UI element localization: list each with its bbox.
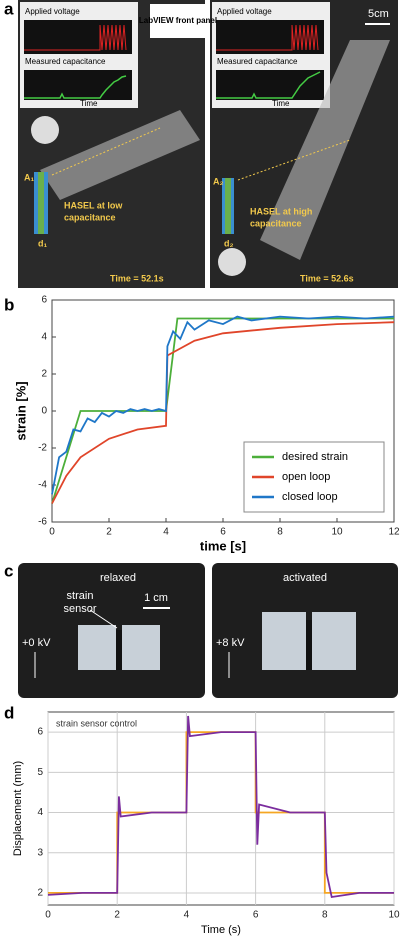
label: A₁ [24, 172, 34, 182]
y-tick-label: -6 [38, 517, 47, 528]
x-axis-label: Time (s) [201, 924, 241, 936]
x-tick-label: 0 [49, 527, 55, 538]
legend-label: desired strain [282, 451, 348, 463]
label: sensor [63, 603, 96, 615]
panel-label: a [4, 0, 14, 18]
y-tick-label: 6 [41, 295, 47, 306]
panel-label: c [4, 561, 13, 580]
series-line [47, 715, 394, 899]
label: strain [67, 590, 94, 602]
x-tick-label: 0 [45, 910, 51, 921]
label: Time [80, 99, 98, 108]
y-tick-label: 3 [37, 847, 43, 858]
label: Applied voltage [217, 7, 272, 16]
y-axis-label: Displacement (mm) [12, 761, 24, 856]
x-tick-label: 6 [220, 527, 226, 538]
x-tick-label: 4 [163, 527, 169, 538]
y-axis-label: strain [%] [13, 381, 28, 440]
label: capacitance [64, 212, 116, 222]
x-axis-label: time [s] [200, 538, 246, 553]
label: capacitance [250, 218, 302, 228]
panel-label: b [4, 295, 14, 314]
x-tick-label: 10 [331, 527, 343, 538]
y-tick-label: 4 [37, 807, 43, 818]
label: Measured capacitance [217, 57, 298, 66]
x-tick-label: 4 [184, 910, 190, 921]
label: d₁ [38, 238, 47, 248]
legend-label: open loop [282, 471, 330, 483]
x-tick-label: 6 [253, 910, 259, 921]
label: relaxed [100, 572, 136, 584]
y-tick-label: 5 [37, 767, 43, 778]
label: HASEL at low [64, 200, 123, 210]
x-tick-label: 12 [388, 527, 400, 538]
panel-label: d [4, 703, 14, 722]
y-tick-label: 4 [41, 332, 47, 343]
legend-label: closed loop [282, 491, 338, 503]
x-tick-label: 2 [106, 527, 112, 538]
label: Time [272, 99, 290, 108]
label: +8 kV [216, 637, 245, 649]
y-tick-label: 2 [41, 369, 47, 380]
x-tick-label: 10 [388, 910, 400, 921]
plot-area [47, 711, 395, 906]
y-tick-label: 0 [41, 406, 47, 417]
y-tick-label: 6 [37, 727, 43, 738]
annotation: strain sensor control [56, 718, 137, 728]
label: Applied voltage [25, 7, 80, 16]
x-tick-label: 2 [114, 910, 120, 921]
label: Time = 52.6s [300, 273, 354, 283]
label: 5cm [368, 8, 389, 20]
y-tick-label: -2 [38, 443, 47, 454]
y-tick-label: 2 [37, 888, 43, 899]
x-tick-label: 8 [322, 910, 328, 921]
y-tick-label: -4 [38, 480, 47, 491]
label: +0 kV [22, 637, 51, 649]
label: A₂ [213, 176, 224, 186]
label: Time = 52.1s [110, 273, 164, 283]
label: activated [283, 572, 327, 584]
label: 1 cm [144, 592, 168, 604]
series-line [51, 315, 395, 495]
label: Measured capacitance [25, 57, 106, 66]
label: LabVIEW front panel [139, 16, 217, 25]
label: d₂ [224, 238, 234, 248]
label: HASEL at high [250, 206, 312, 216]
x-tick-label: 8 [277, 527, 283, 538]
